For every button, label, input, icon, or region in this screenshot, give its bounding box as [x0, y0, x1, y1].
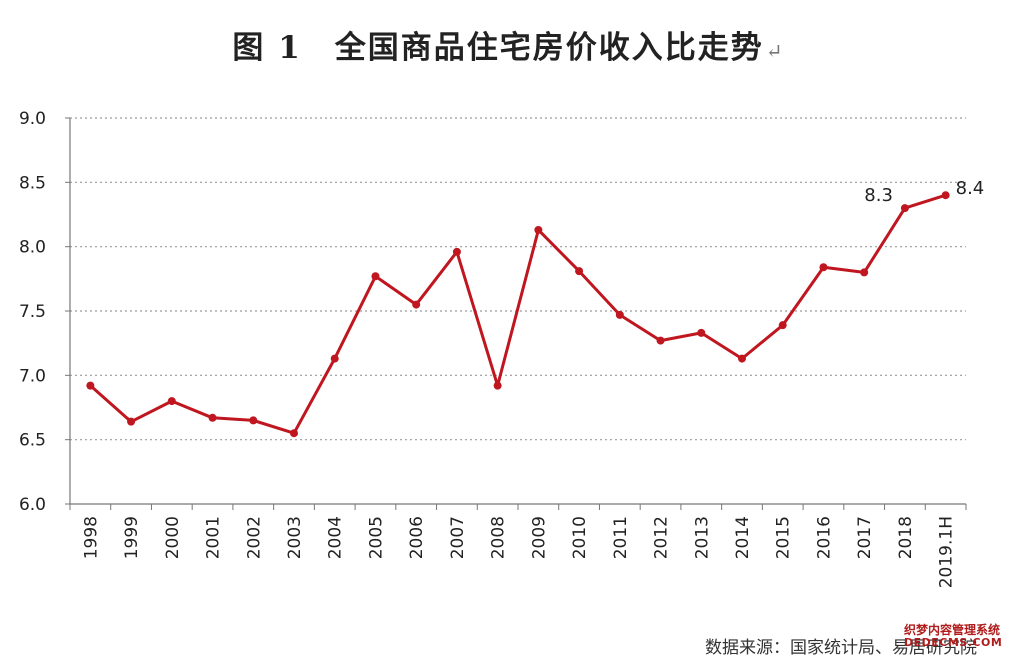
x-tick-label: 2002 — [244, 516, 264, 559]
chart-title-text: 图 1 全国商品住宅房价收入比走势 — [232, 30, 764, 66]
x-tick-label: 2017 — [855, 516, 875, 559]
data-point — [860, 268, 869, 277]
y-tick-label: 7.5 — [19, 302, 46, 322]
data-label: 8.4 — [956, 178, 985, 199]
x-tick-label: 2009 — [529, 516, 549, 559]
data-point — [493, 381, 502, 390]
source-note: 数据来源：国家统计局、易居研究院 — [705, 638, 977, 658]
x-tick-label: 2011 — [611, 516, 631, 559]
x-tick-label: 2010 — [570, 516, 590, 559]
watermark-line-1: 织梦内容管理系统 — [904, 623, 1001, 637]
x-tick-label: 2016 — [814, 516, 834, 559]
x-tick-label: 2015 — [774, 516, 794, 559]
data-point — [167, 397, 176, 406]
data-point — [941, 191, 950, 200]
data-point — [697, 328, 706, 337]
x-tick-label: 1998 — [81, 516, 101, 559]
data-point — [656, 336, 665, 345]
x-tick-label: 2006 — [407, 516, 427, 559]
data-point — [330, 354, 339, 363]
data-point — [778, 321, 787, 330]
data-point — [575, 267, 584, 276]
data-point — [127, 417, 136, 426]
x-tick-label: 2005 — [366, 516, 386, 559]
x-tick-label: 2014 — [733, 516, 753, 559]
y-tick-label: 8.0 — [19, 238, 46, 258]
x-tick-label: 2004 — [326, 516, 346, 559]
chart-title: 图 1 全国商品住宅房价收入比走势 ↵ — [0, 22, 1017, 67]
data-point — [452, 247, 461, 256]
x-tick-label: 2018 — [896, 516, 916, 559]
data-point — [738, 354, 746, 363]
x-tick-label: 2000 — [163, 516, 183, 559]
data-label: 8.3 — [864, 185, 893, 206]
x-tick-label: 2008 — [489, 516, 509, 559]
x-tick-label: 2013 — [692, 516, 712, 559]
grid-lines — [70, 117, 966, 441]
y-tick-label: 9.0 — [19, 109, 46, 129]
y-tick-label: 6.5 — [19, 431, 46, 451]
data-point — [290, 429, 298, 438]
x-tick-label: 2003 — [285, 516, 305, 559]
x-tick-label: 1999 — [122, 516, 142, 559]
data-point — [208, 413, 217, 422]
x-axis-ticks: 1998 1999 2000 2001 2002 2003 2004 2005 2006 2007… — [69, 504, 967, 588]
data-point — [371, 272, 380, 281]
data-point — [819, 263, 828, 272]
x-tick-label: 2012 — [652, 516, 672, 559]
y-axis-ticks: 6.0 6.5 7.0 7.5 8.0 8.5 9.0 — [19, 109, 70, 515]
series-line — [89, 193, 947, 435]
data-point — [249, 416, 258, 425]
data-labels: 8.3 8.4 — [864, 178, 984, 206]
series-line-group — [86, 191, 950, 438]
x-tick-label: 2019.1H — [937, 516, 957, 588]
y-tick-label: 7.0 — [19, 366, 46, 386]
watermark: 织梦内容管理系统 DEDECMS.COM — [904, 624, 1014, 648]
paragraph-mark-icon: ↵ — [765, 39, 785, 63]
data-point — [534, 225, 543, 234]
data-point — [900, 204, 909, 213]
x-tick-label: 2001 — [204, 516, 224, 559]
x-tick-label: 2007 — [448, 516, 468, 559]
y-tick-label: 8.5 — [19, 173, 46, 193]
y-tick-label: 6.0 — [19, 495, 46, 515]
data-point — [412, 300, 421, 309]
watermark-line-2: DEDECMS.COM — [904, 635, 1003, 649]
data-point — [86, 381, 95, 390]
data-point — [615, 310, 624, 319]
